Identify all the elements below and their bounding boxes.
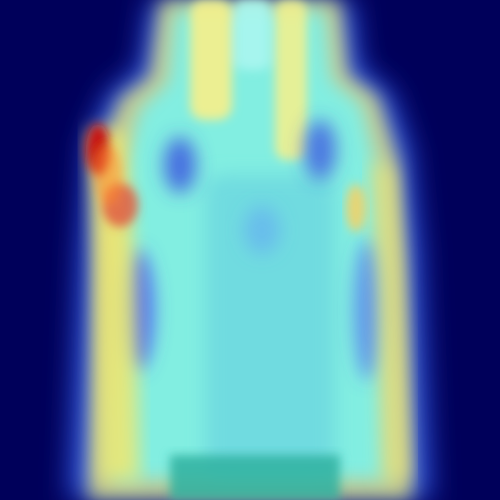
right-sleeve <box>370 160 410 480</box>
torso-panel <box>205 175 335 475</box>
hotspot-right <box>346 184 366 232</box>
neck-highlights <box>190 0 307 160</box>
bottom-hem <box>170 455 340 500</box>
hotspot-red <box>86 124 138 227</box>
fold-shadows <box>122 120 382 380</box>
